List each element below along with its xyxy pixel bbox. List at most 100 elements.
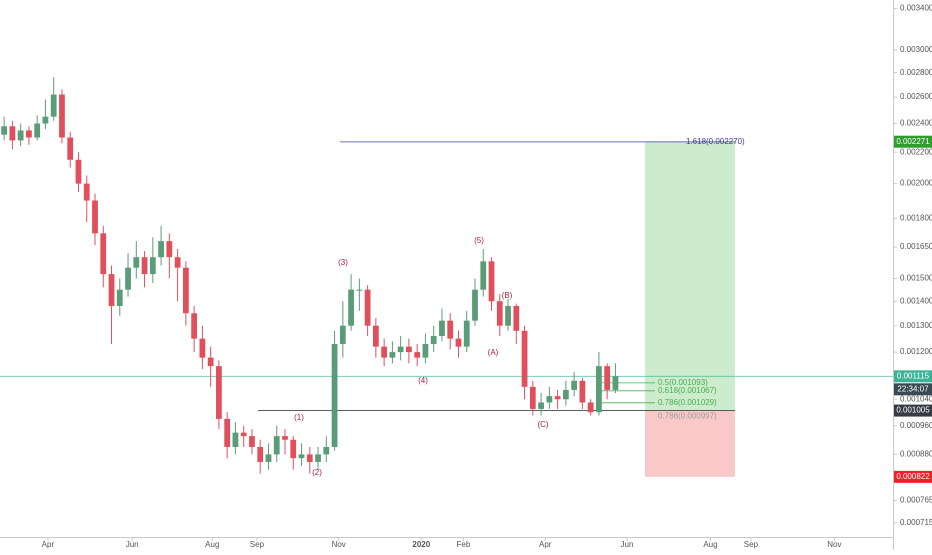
candle-body <box>331 343 338 447</box>
countdown-tag <box>894 383 932 396</box>
candle-body <box>306 454 313 462</box>
candle-body <box>505 305 511 326</box>
candle-body <box>612 376 619 390</box>
candle-body <box>133 257 140 268</box>
x-tick-label: Jun <box>621 540 634 549</box>
y-tick-label: 0.002400 <box>900 119 932 128</box>
target-tag-label: 0.002271 <box>896 137 930 146</box>
candle-body <box>463 320 470 347</box>
candle-body <box>50 94 57 117</box>
fib-label: 1.618(0.002270) <box>686 137 745 146</box>
y-tick-label: 0.000715 <box>900 518 932 527</box>
candle-body <box>587 402 594 413</box>
candle-body <box>59 94 65 138</box>
profit-zone <box>645 141 735 411</box>
y-tick-label: 0.001400 <box>900 296 932 305</box>
candle-body <box>100 233 107 275</box>
candle-body <box>562 389 569 400</box>
candle-body <box>83 183 90 201</box>
candle-body <box>364 289 371 326</box>
candle-body <box>579 380 586 403</box>
candle-body <box>422 343 429 358</box>
candle-body <box>199 338 206 358</box>
candle-body <box>158 241 164 258</box>
candle-body <box>513 305 520 331</box>
candle-body <box>496 301 503 326</box>
candle-body <box>141 257 148 275</box>
y-tick-label: 0.001800 <box>900 213 932 222</box>
candle-body <box>92 200 98 234</box>
candle-body <box>116 289 123 306</box>
candle-body <box>240 432 247 437</box>
candle-body <box>75 159 82 184</box>
candle-body <box>191 313 198 339</box>
candle-body <box>207 357 214 367</box>
candle-body <box>529 386 536 409</box>
wave-label: (3) <box>338 258 348 267</box>
last-tag-label: 0.001115 <box>897 371 930 380</box>
candle-body <box>372 325 379 347</box>
candle-body <box>604 366 611 390</box>
candle-body <box>480 261 487 290</box>
candle-body <box>389 352 396 358</box>
entry-tag-label: 0.001005 <box>896 406 930 415</box>
candle-body <box>290 439 297 459</box>
candle-body <box>315 454 321 462</box>
x-tick-label: Nov <box>827 540 841 549</box>
candle-body <box>67 137 74 160</box>
wave-label: (C) <box>537 420 548 429</box>
candle-body <box>455 338 462 347</box>
countdown-label: 22:34:07 <box>897 384 929 393</box>
candle-body <box>323 446 330 455</box>
candle-body <box>265 454 272 462</box>
wave-label: (2) <box>312 468 322 477</box>
x-tick-label: Aug <box>703 540 717 549</box>
wave-label: (4) <box>418 376 428 385</box>
y-tick-label: 0.002600 <box>900 92 932 101</box>
candle-body <box>26 130 32 138</box>
wave-label: (1) <box>294 413 304 422</box>
candle-body <box>447 320 454 339</box>
candle-body <box>34 123 41 138</box>
candle-body <box>149 257 156 275</box>
stop-tag-label: 0.000822 <box>896 472 930 481</box>
x-tick-label: Jun <box>126 540 139 549</box>
candle-body <box>108 274 115 306</box>
y-tick-label: 0.001500 <box>900 274 932 283</box>
last-tag <box>894 370 932 383</box>
stop-tag <box>894 470 932 483</box>
wave-label: (B) <box>502 291 513 300</box>
candle-body <box>356 289 363 291</box>
y-tick-label: 0.000880 <box>900 449 932 458</box>
y-tick-label: 0.000765 <box>900 496 932 505</box>
fib-label: 0.786(0.000997) <box>658 411 717 420</box>
wave-label: (5) <box>474 236 484 245</box>
candle-body <box>472 289 478 321</box>
y-tick-label: 0.001200 <box>900 347 932 356</box>
candle-body <box>249 436 255 447</box>
loss-zone <box>645 410 735 477</box>
x-tick-label: Sep <box>250 540 265 549</box>
x-tick-label: Feb <box>457 540 471 549</box>
candle-body <box>298 454 305 459</box>
target-tag <box>894 135 932 148</box>
wave-label: (A) <box>488 348 499 357</box>
candle-body <box>521 330 528 387</box>
candle-body <box>488 261 495 302</box>
candle-body <box>397 346 404 353</box>
y-tick-label: 0.002000 <box>900 179 932 188</box>
x-tick-label: 2020 <box>412 540 430 549</box>
candle-body <box>257 446 264 462</box>
y-tick-label: 0.003000 <box>900 45 932 54</box>
candle-body <box>1 126 8 135</box>
candle-body <box>166 241 173 258</box>
candle-body <box>596 366 602 413</box>
candle-body <box>125 267 131 290</box>
fib-label: 0.786(0.001029) <box>658 398 717 407</box>
y-tick-label: 0.002200 <box>900 147 932 156</box>
candle-body <box>414 352 421 358</box>
x-tick-label: Apr <box>539 540 552 549</box>
y-tick-label: 0.003400 <box>900 4 932 13</box>
x-tick-label: Apr <box>42 540 55 549</box>
